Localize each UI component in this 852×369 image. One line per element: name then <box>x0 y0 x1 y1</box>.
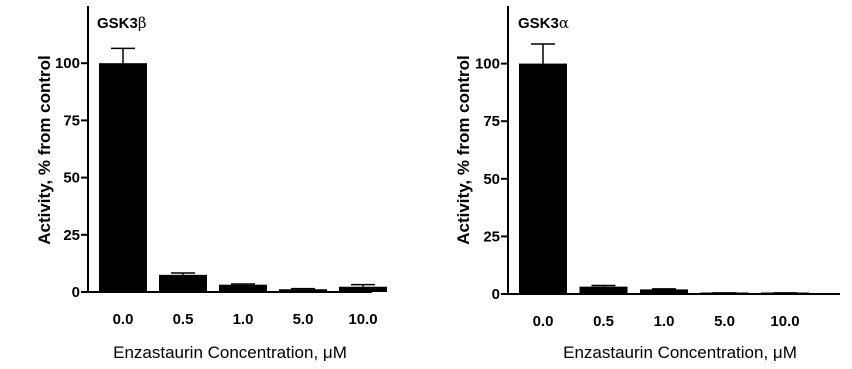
y-tick-label: 0 <box>72 284 80 301</box>
panel-title: GSK3β <box>97 14 147 32</box>
panel-title-symbol: α <box>559 14 569 32</box>
panel-title-prefix: GSK3 <box>97 15 138 32</box>
x-axis-title: Enzastaurin Concentration, μM <box>563 343 797 362</box>
bar <box>640 289 688 294</box>
y-tick-label: 25 <box>483 228 500 245</box>
y-tick-label: 0 <box>492 286 500 303</box>
panel-title-symbol: β <box>138 14 147 32</box>
x-tick-label: 5.0 <box>714 313 735 330</box>
y-tick-label: 50 <box>483 171 500 188</box>
y-axis-title: Activity, % from control <box>35 55 54 245</box>
x-tick-label: 0.0 <box>113 311 134 328</box>
y-tick-label: 75 <box>63 112 80 129</box>
x-tick-label: 0.5 <box>593 313 614 330</box>
x-tick-label: 10.0 <box>770 313 799 330</box>
bar <box>579 286 628 294</box>
bar <box>159 274 207 292</box>
x-tick-label: 0.5 <box>173 311 194 328</box>
x-tick-label: 1.0 <box>654 313 675 330</box>
y-tick-label: 75 <box>483 113 500 130</box>
bar <box>279 289 327 292</box>
bar <box>219 284 267 292</box>
x-tick-label: 10.0 <box>348 311 377 328</box>
y-tick-label: 100 <box>475 56 500 73</box>
panel-title: GSK3α <box>518 14 569 32</box>
bar <box>99 63 147 293</box>
x-tick-label: 0.0 <box>533 313 554 330</box>
y-tick-label: 50 <box>63 170 80 187</box>
bar <box>339 286 387 292</box>
panel-title-prefix: GSK3 <box>518 15 559 32</box>
x-axis-title: Enzastaurin Concentration, μM <box>113 343 347 362</box>
bar <box>519 63 567 294</box>
y-tick-label: 100 <box>55 55 80 72</box>
chart-gsk3-beta: Activity, % from control GSK3β Enzastaur… <box>35 6 387 362</box>
x-tick-label: 1.0 <box>233 311 254 328</box>
y-axis-title: Activity, % from control <box>454 55 473 245</box>
chart-gsk3-alpha: Activity, % from control GSK3α Enzastaur… <box>454 6 840 362</box>
y-tick-label: 25 <box>63 227 80 244</box>
x-tick-label: 5.0 <box>293 311 314 328</box>
